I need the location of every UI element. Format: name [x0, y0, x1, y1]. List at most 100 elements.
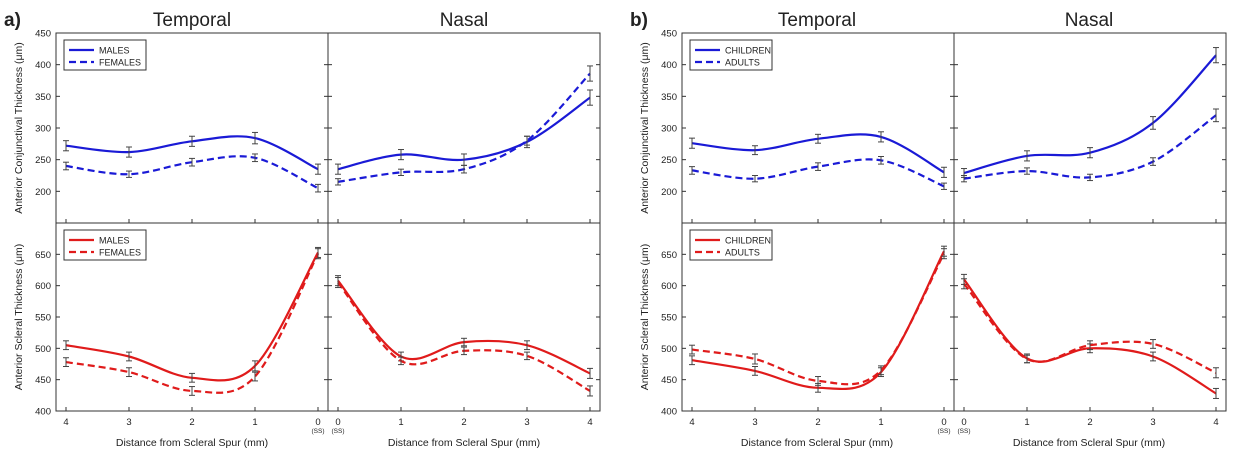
- legend-box: [63, 229, 147, 261]
- legend-box: [63, 39, 147, 71]
- y-axis-label: Anterior Conjunctival Thickness (μm): [13, 42, 25, 214]
- error-bar: [252, 131, 258, 145]
- x-tick-label: 0: [961, 417, 966, 428]
- error-bar: [1213, 367, 1219, 379]
- x-tick-label: 0: [941, 417, 946, 428]
- error-bar: [1087, 147, 1093, 159]
- error-bar: [815, 133, 821, 144]
- y-tick-label: 300: [661, 124, 677, 135]
- error-bar: [941, 182, 947, 190]
- nasal-frame: [953, 32, 1227, 224]
- y-tick-label: 650: [35, 250, 51, 261]
- panel-a-xlabel-temporal: Distance from Scleral Spur (mm): [116, 437, 268, 449]
- error-bar: [1150, 351, 1156, 362]
- panel-a-label: a): [4, 10, 21, 31]
- y-tick-label: 450: [661, 375, 677, 386]
- nasal-frame: [327, 32, 601, 224]
- panel-b-xlabel-temporal: Distance from Scleral Spur (mm): [741, 437, 893, 449]
- error-bar: [126, 170, 132, 178]
- y-tick-label: 550: [661, 313, 677, 324]
- panel-a-nasal-title: Nasal: [440, 10, 489, 31]
- legend-label: ADULTS: [725, 248, 760, 258]
- error-bar: [961, 175, 967, 183]
- series-line-nasal: [963, 283, 1217, 374]
- y-axis-label: Anterior Scleral Thickness (μm): [639, 244, 651, 390]
- panel-a-temporal-title: Temporal: [153, 10, 231, 31]
- y-tick-label: 450: [661, 29, 677, 40]
- error-bar: [63, 340, 69, 351]
- ss-label: (SS): [938, 428, 951, 435]
- y-tick-label: 550: [35, 313, 51, 324]
- y-tick-label: 600: [661, 281, 677, 292]
- x-tick-label: 4: [63, 417, 68, 428]
- error-bar: [961, 278, 967, 290]
- series-line-nasal: [337, 279, 591, 375]
- y-axis-label: Anterior Conjunctival Thickness (μm): [639, 42, 651, 214]
- series-line-nasal: [963, 114, 1217, 180]
- x-tick-label: 4: [1213, 417, 1218, 428]
- legend: MALES FEMALES: [63, 39, 147, 71]
- y-tick-label: 650: [661, 250, 677, 261]
- y-tick-label: 250: [661, 155, 677, 166]
- y-tick-label: 350: [35, 92, 51, 103]
- ss-label: (SS): [332, 428, 345, 435]
- y-tick-label: 400: [35, 60, 51, 71]
- x-tick-label: 4: [587, 417, 592, 428]
- series-line-nasal: [963, 278, 1217, 395]
- error-bar: [587, 89, 593, 106]
- series-line-temporal: [691, 250, 945, 390]
- error-bar: [398, 356, 404, 366]
- panel-b-temporal-title: Temporal: [778, 10, 856, 31]
- error-bar: [315, 163, 321, 175]
- error-bar: [335, 163, 341, 175]
- legend-box: [689, 229, 773, 261]
- error-bar: [315, 183, 321, 193]
- ss-label: (SS): [312, 428, 325, 435]
- error-bar: [189, 157, 195, 167]
- error-bar: [63, 140, 69, 152]
- error-bar: [1087, 340, 1093, 351]
- legend-label: CHILDREN: [725, 46, 771, 56]
- error-bar: [815, 376, 821, 386]
- error-bar: [126, 146, 132, 158]
- panel-b-nasal-title: Nasal: [1065, 10, 1114, 31]
- panel-b-label: b): [630, 10, 648, 31]
- y-tick-label: 600: [35, 281, 51, 292]
- panel-a-xlabel-nasal: Distance from Scleral Spur (mm): [388, 437, 540, 449]
- x-tick-label: 1: [878, 417, 883, 428]
- legend-label: MALES: [99, 46, 130, 56]
- legend-label: FEMALES: [99, 58, 141, 68]
- x-tick-label: 3: [126, 417, 131, 428]
- x-tick-label: 0: [335, 417, 340, 428]
- series-line-temporal: [65, 251, 319, 382]
- error-bar: [1024, 354, 1030, 364]
- error-bar: [752, 366, 758, 376]
- error-bar: [1213, 47, 1219, 64]
- x-tick-label: 1: [252, 417, 257, 428]
- error-bar: [1150, 339, 1156, 349]
- error-bar: [815, 162, 821, 171]
- error-bar: [63, 161, 69, 171]
- error-bar: [252, 371, 258, 382]
- error-bar: [1024, 150, 1030, 162]
- legend: MALES FEMALES: [63, 229, 147, 261]
- legend: CHILDREN ADULTS: [689, 229, 773, 261]
- x-tick-label: 3: [752, 417, 757, 428]
- y-tick-label: 300: [35, 124, 51, 135]
- y-tick-label: 500: [35, 344, 51, 355]
- ss-label: (SS): [958, 428, 971, 435]
- error-bar: [878, 131, 884, 143]
- x-tick-label: 2: [1087, 417, 1092, 428]
- error-bar: [461, 164, 467, 174]
- error-bar: [1213, 387, 1219, 399]
- legend-box: [689, 39, 773, 71]
- error-bar: [189, 386, 195, 396]
- error-bar: [189, 135, 195, 147]
- nasal-frame: [953, 222, 1227, 412]
- nasal-frame: [327, 222, 601, 412]
- y-tick-label: 450: [35, 29, 51, 40]
- error-bar: [335, 178, 341, 186]
- error-bar: [126, 351, 132, 362]
